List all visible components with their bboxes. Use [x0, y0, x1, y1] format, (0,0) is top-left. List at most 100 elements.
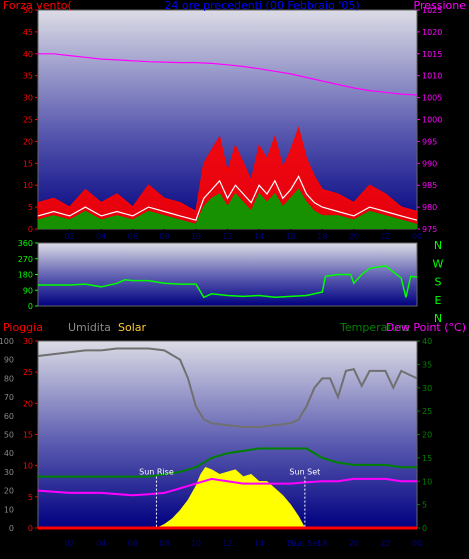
p1-left-tick-label: 5 — [28, 203, 33, 212]
p3-rain-tick-label: 10 — [23, 462, 33, 471]
p1-series-Pressione — [38, 53, 418, 96]
panel3-dewpoint-label: Dew Point (°C) — [386, 321, 466, 334]
p2-left-tick-label: 180 — [18, 271, 33, 280]
p3-humidity-tick-label: 60 — [4, 412, 14, 421]
p2-compass-label: N — [434, 239, 442, 252]
p3-x-tick-label: 22 — [380, 539, 390, 548]
p3-temp-tick-label: 5 — [422, 501, 427, 510]
panel3-solar-label: Solar — [118, 321, 147, 334]
p2-series-direction — [38, 265, 418, 299]
p3-humidity-tick-label: 20 — [4, 487, 14, 496]
p1-right-tick-label: 990 — [422, 159, 437, 168]
p1-left-tick-label: 20 — [23, 137, 33, 146]
p2-compass-label: S — [435, 276, 442, 289]
p1-right-tick-label: 1010 — [422, 72, 442, 81]
p3-temp-tick-label: 40 — [422, 337, 432, 346]
p1-x-tick-label: 18 — [317, 232, 327, 241]
p3-rain-tick-label: 0 — [28, 524, 33, 533]
p3-x-tick-label: 08 — [159, 539, 169, 548]
p1-left-tick-label: 25 — [23, 116, 33, 125]
p3-rain-tick-label: 25 — [23, 368, 33, 377]
p1-x-tick-label: 06 — [128, 232, 138, 241]
p1-x-tick-label: 08 — [159, 232, 169, 241]
p1-left-tick-label: 15 — [23, 159, 33, 168]
p3-rain-tick-label: 20 — [23, 399, 33, 408]
panel1-left-label: Forza vento( — [3, 0, 72, 12]
p1-right-tick-label: 975 — [422, 225, 437, 234]
panel2-bg — [37, 242, 418, 307]
p2-left-tick-label: 360 — [18, 239, 33, 248]
p3-rain-tick-label: 30 — [23, 337, 33, 346]
p1-x-tick-label: 04 — [96, 232, 106, 241]
panel3-humidity-label: Umidita — [68, 321, 111, 334]
p3-series-solar — [156, 466, 306, 529]
panel1-right-label: Pressione — [414, 0, 467, 12]
sunset-label: Sun Set — [289, 468, 320, 477]
p3-series-dew-point — [37, 477, 417, 497]
p3-x-tick-label: 04 — [96, 539, 106, 548]
p1-left-tick-label: 40 — [23, 50, 33, 59]
p1-x-tick-label: 14 — [254, 232, 264, 241]
p1-right-tick-label: 1025 — [422, 6, 442, 15]
p3-humidity-tick-label: 0 — [9, 524, 14, 533]
p3-series-umidita — [37, 347, 418, 428]
p1-x-tick-label: 00 — [412, 232, 422, 241]
p3-temp-tick-label: 30 — [422, 384, 432, 393]
p1-right-tick-label: 1005 — [422, 94, 442, 103]
sunset-axis-label: Sun Set — [289, 539, 320, 548]
p1-x-tick-label: 16 — [286, 232, 296, 241]
p2-left-tick-label: 270 — [18, 255, 33, 264]
p3-rain-tick-label: 5 — [28, 493, 33, 502]
p3-humidity-tick-label: 90 — [4, 356, 14, 365]
p3-humidity-tick-label: 100 — [0, 337, 14, 346]
p3-temp-tick-label: 0 — [422, 524, 427, 533]
p1-right-tick-label: 980 — [422, 203, 437, 212]
panel-rain-humidity-temp: 0102030405060708090100051015202530051015… — [0, 321, 466, 548]
panel3-temp-label: Temperatura — [339, 321, 410, 334]
p2-compass-label: E — [435, 294, 442, 307]
p3-x-tick-label: 12 — [222, 539, 232, 548]
p1-left-tick-label: 45 — [23, 28, 33, 37]
panel3-rain-label: Pioggia — [3, 321, 43, 334]
p1-right-tick-label: 1000 — [422, 116, 442, 125]
p3-humidity-tick-label: 10 — [4, 505, 14, 514]
p1-right-tick-label: 995 — [422, 137, 437, 146]
p1-left-tick-label: 35 — [23, 72, 33, 81]
p1-x-tick-label: 10 — [191, 232, 201, 241]
p1-right-tick-label: 1015 — [422, 50, 442, 59]
p2-compass-label: W — [433, 257, 444, 270]
panel1-title: 24 ore precedenti (00 Febbraio '05) — [164, 0, 359, 12]
p3-temp-tick-label: 10 — [422, 477, 432, 486]
p3-temp-tick-label: 20 — [422, 431, 432, 440]
p3-humidity-tick-label: 30 — [4, 468, 14, 477]
panel-wind-pressure: 0510152025303540455097598098599099510001… — [3, 0, 466, 241]
p1-right-tick-label: 985 — [422, 181, 437, 190]
p2-left-tick-label: 0 — [28, 302, 33, 311]
p1-x-tick-label: 22 — [380, 232, 390, 241]
p3-x-tick-label: 10 — [191, 539, 201, 548]
p1-series-gust — [37, 126, 418, 213]
p1-series-wind — [37, 188, 418, 226]
p1-left-tick-label: 0 — [28, 225, 33, 234]
p3-temp-tick-label: 15 — [422, 454, 432, 463]
p3-humidity-tick-label: 80 — [4, 374, 14, 383]
p3-x-tick-label: 06 — [128, 539, 138, 548]
p1-left-tick-label: 50 — [23, 6, 33, 15]
p1-x-tick-label: 20 — [349, 232, 359, 241]
p1-series-avg — [37, 175, 418, 221]
p2-compass-label: N — [434, 312, 442, 325]
p3-x-tick-label: 14 — [254, 539, 264, 548]
p3-humidity-tick-label: 50 — [4, 431, 14, 440]
p1-right-tick-label: 1020 — [422, 28, 442, 37]
p3-series-temperatura — [38, 447, 417, 478]
p1-x-tick-label: 02 — [64, 232, 74, 241]
p3-x-tick-label: 20 — [349, 539, 359, 548]
p1-series-area-gust — [38, 128, 417, 229]
p1-series-area-wind — [38, 189, 417, 229]
p2-left-tick-label: 90 — [23, 286, 33, 295]
p1-x-tick-label: 12 — [222, 232, 232, 241]
p3-temp-tick-label: 35 — [422, 360, 432, 369]
p3-rain-tick-label: 15 — [23, 431, 33, 440]
